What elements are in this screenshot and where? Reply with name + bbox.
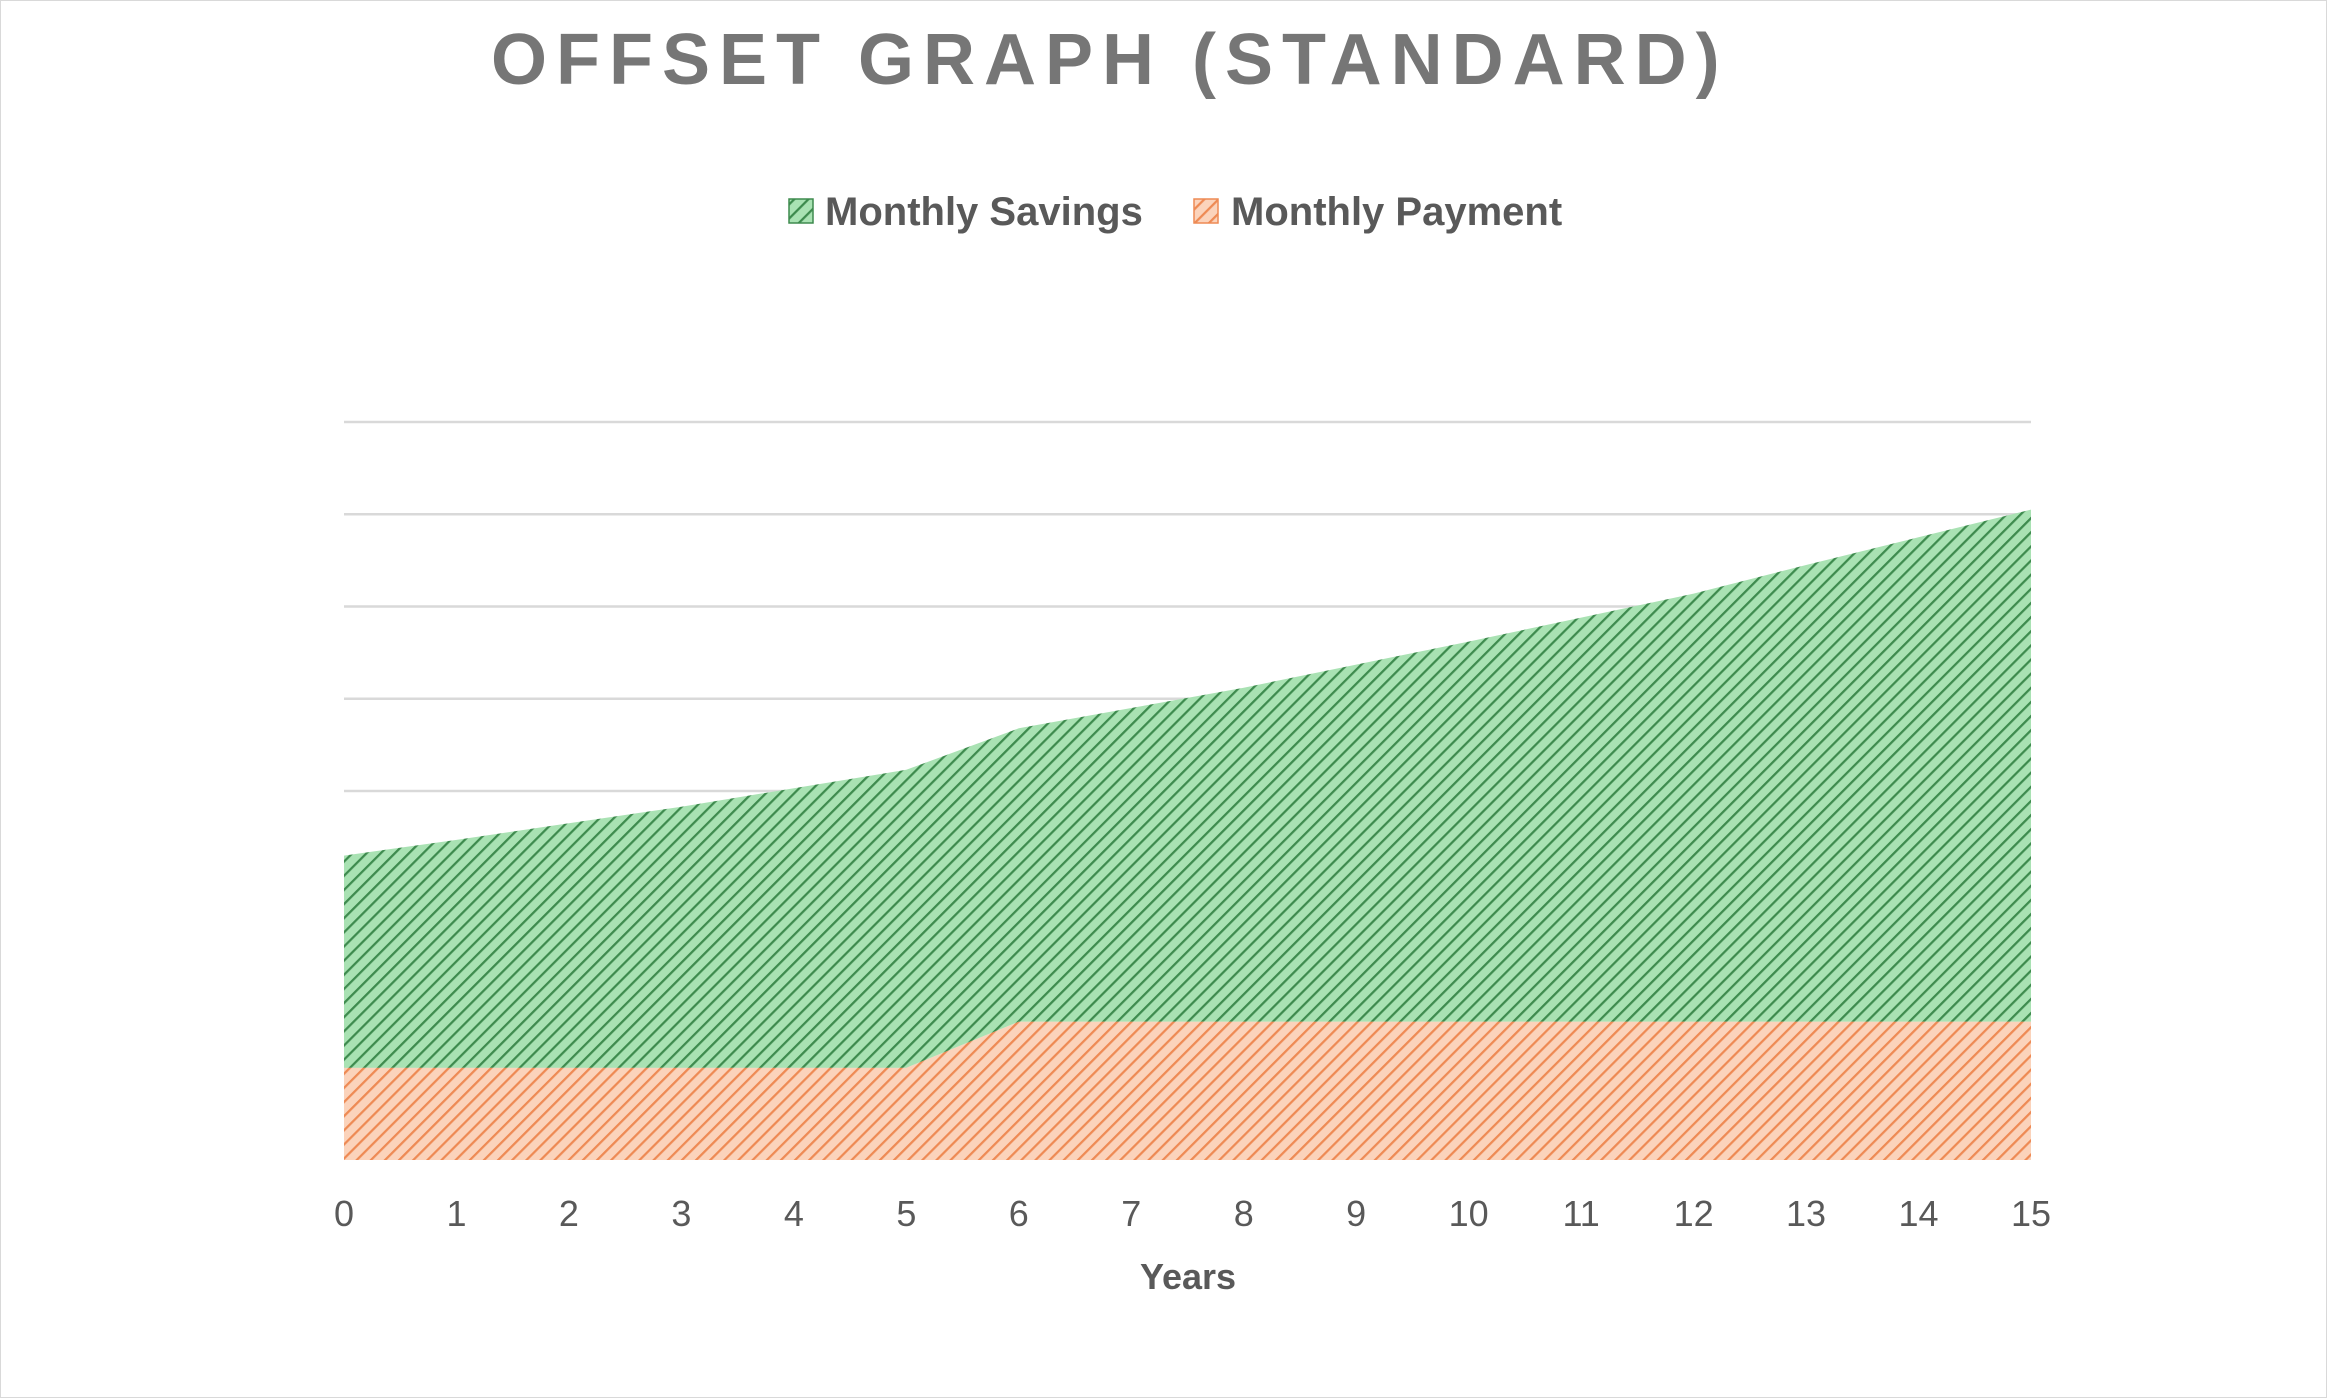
x-axis-tick-labels: 0 1 2 3 4 5 6 7 8 9 10 11 12 13 14 15 <box>334 1193 2051 1234</box>
legend-swatch-monthly-savings <box>788 198 814 224</box>
x-axis-label: Years <box>1140 1256 1236 1297</box>
x-tick-label: 13 <box>1786 1193 1826 1234</box>
chart-title: OFFSET GRAPH (STANDARD) <box>491 20 1729 100</box>
x-tick-label: 5 <box>896 1193 916 1234</box>
x-tick-label: 2 <box>559 1193 579 1234</box>
x-tick-label: 15 <box>2011 1193 2051 1234</box>
x-tick-label: 4 <box>784 1193 804 1234</box>
legend-label-monthly-payment: Monthly Payment <box>1231 190 1562 234</box>
area-series-monthly-payment <box>344 1021 2031 1160</box>
x-tick-label: 3 <box>671 1193 691 1234</box>
x-tick-label: 12 <box>1674 1193 1714 1234</box>
x-tick-label: 14 <box>1899 1193 1939 1234</box>
x-tick-label: 9 <box>1346 1193 1366 1234</box>
x-tick-label: 6 <box>1009 1193 1029 1234</box>
x-tick-label: 10 <box>1449 1193 1489 1234</box>
x-tick-label: 11 <box>1562 1193 1599 1234</box>
x-tick-label: 0 <box>334 1193 354 1234</box>
legend-label-monthly-savings: Monthly Savings <box>825 190 1143 234</box>
x-tick-label: 7 <box>1121 1193 1141 1234</box>
legend-swatch-monthly-payment <box>1193 198 1219 224</box>
area-series-monthly-savings <box>344 509 2031 1068</box>
plot-areas <box>344 509 2031 1160</box>
x-tick-label: 8 <box>1234 1193 1254 1234</box>
legend: Monthly Savings Monthly Payment <box>788 190 1562 234</box>
x-tick-label: 1 <box>446 1193 466 1234</box>
